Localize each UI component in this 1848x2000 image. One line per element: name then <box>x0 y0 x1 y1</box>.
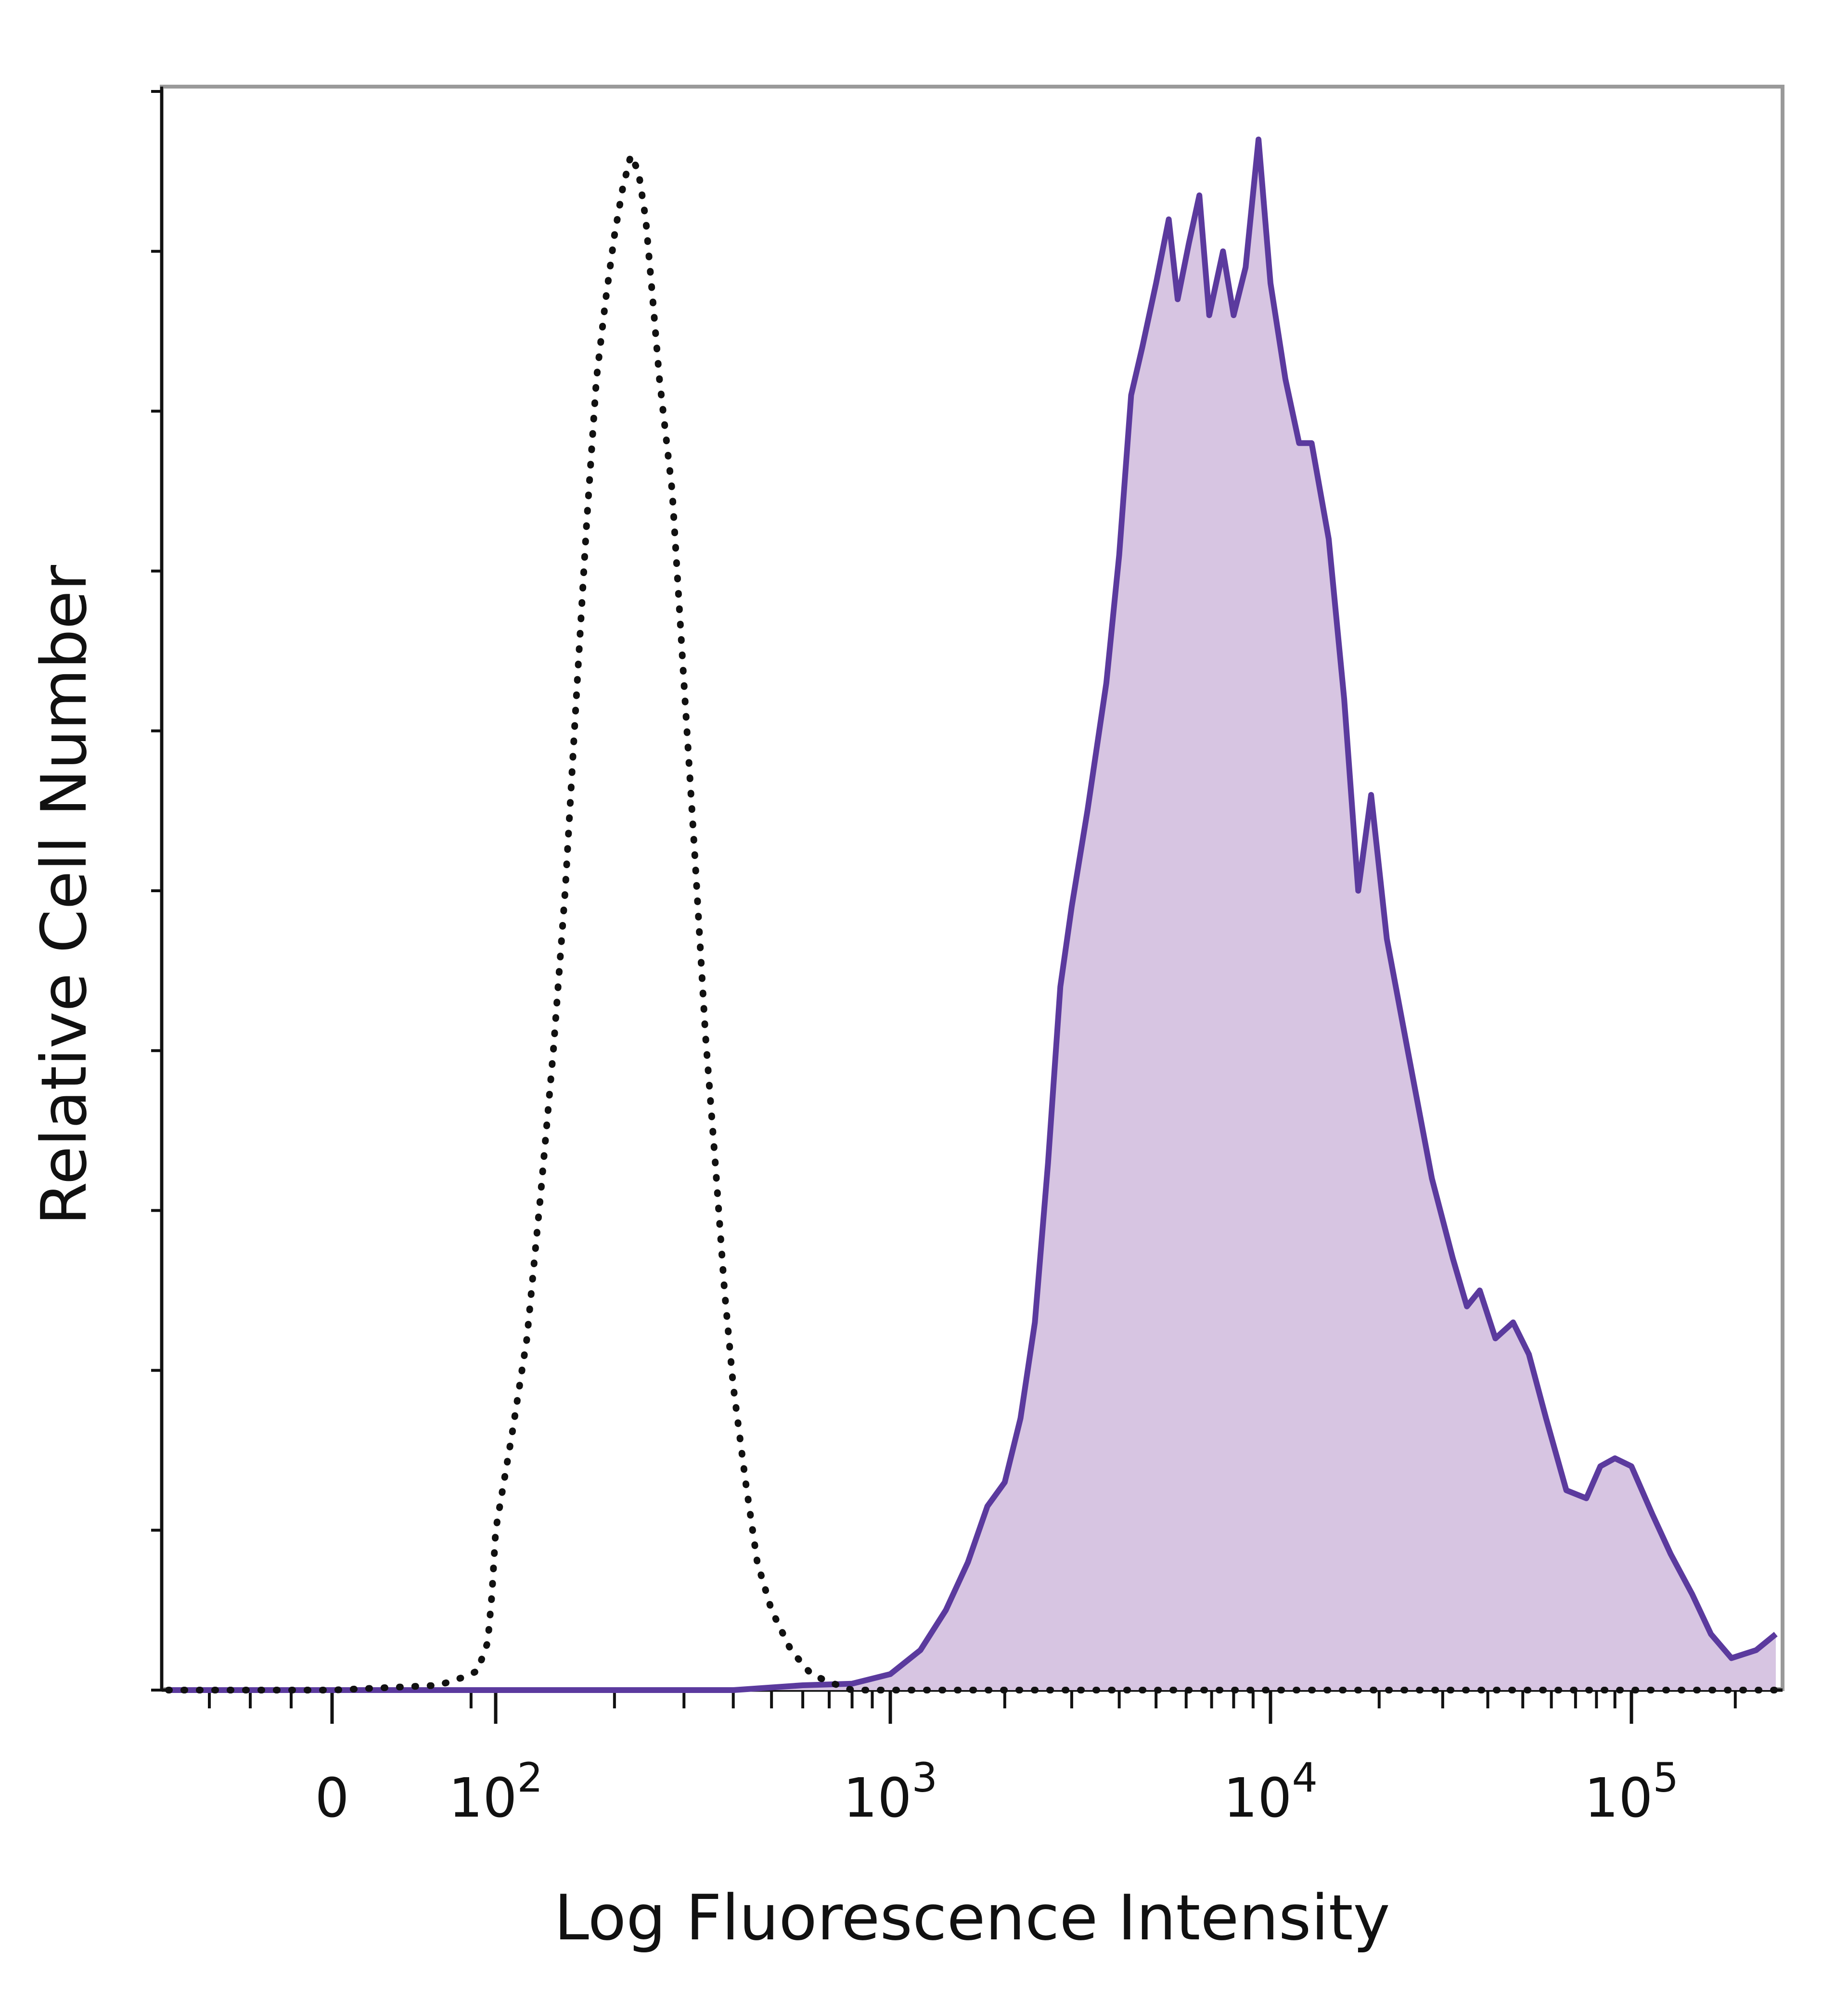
x-tick-label-base: 10 <box>1223 1767 1292 1830</box>
x-tick-label-exponent: 5 <box>1653 1754 1679 1801</box>
x-tick-label-exponent: 2 <box>517 1754 543 1801</box>
series-layer <box>165 136 1779 1693</box>
x-tick-label-base: 10 <box>449 1767 517 1830</box>
x-tick-label-base: 10 <box>843 1767 912 1830</box>
x-tick-label: 102 <box>449 1754 543 1830</box>
x-ticks <box>208 1690 1737 1724</box>
x-tick-label-base: 10 <box>1584 1767 1653 1830</box>
x-tick-label: 103 <box>843 1754 937 1830</box>
y-axis-title: Relative Cell Number <box>27 564 101 1225</box>
x-tick-label: 104 <box>1223 1754 1318 1830</box>
x-tick-label-exponent: 4 <box>1292 1754 1318 1801</box>
stained-histogram-line <box>168 136 1778 1693</box>
x-tick-label-exponent: 3 <box>912 1754 937 1801</box>
control-histogram-line <box>165 152 1779 1693</box>
x-tick-labels: 0 102 103 104 105 <box>315 1754 1679 1830</box>
x-tick-label: 0 <box>315 1767 349 1830</box>
y-ticks <box>151 90 162 1692</box>
x-tick-label-base: 0 <box>315 1767 349 1830</box>
x-axis-title: Log Fluorescence Intensity <box>554 1881 1390 1954</box>
x-tick-label: 105 <box>1584 1754 1679 1830</box>
stained-histogram-fill <box>168 139 1776 1691</box>
